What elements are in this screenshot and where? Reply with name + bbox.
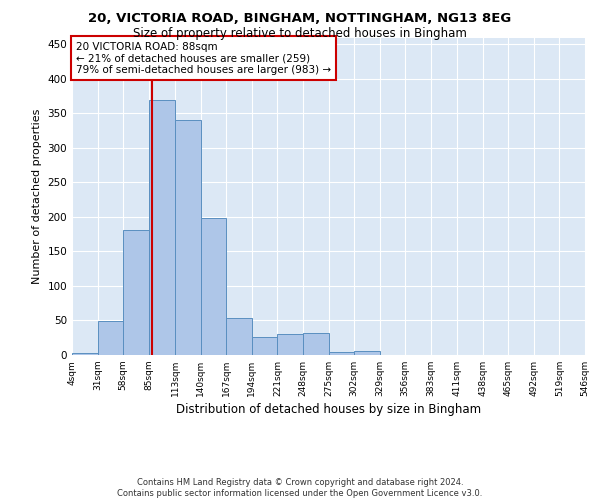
- Bar: [226, 318, 252, 355]
- Text: 20 VICTORIA ROAD: 88sqm
← 21% of detached houses are smaller (259)
79% of semi-d: 20 VICTORIA ROAD: 88sqm ← 21% of detache…: [76, 42, 331, 75]
- Bar: [303, 333, 329, 355]
- Y-axis label: Number of detached properties: Number of detached properties: [32, 108, 42, 284]
- Text: Contains HM Land Registry data © Crown copyright and database right 2024.
Contai: Contains HM Land Registry data © Crown c…: [118, 478, 482, 498]
- Text: Distribution of detached houses by size in Bingham: Distribution of detached houses by size …: [176, 402, 481, 415]
- Bar: [329, 352, 354, 355]
- Bar: [98, 321, 123, 355]
- Bar: [354, 351, 380, 355]
- Text: Size of property relative to detached houses in Bingham: Size of property relative to detached ho…: [133, 28, 467, 40]
- Bar: [201, 218, 226, 355]
- Bar: [175, 120, 201, 355]
- Bar: [277, 334, 303, 355]
- Bar: [123, 230, 149, 355]
- Bar: [252, 337, 277, 355]
- Bar: [149, 100, 175, 355]
- Bar: [72, 353, 98, 355]
- Text: 20, VICTORIA ROAD, BINGHAM, NOTTINGHAM, NG13 8EG: 20, VICTORIA ROAD, BINGHAM, NOTTINGHAM, …: [88, 12, 512, 24]
